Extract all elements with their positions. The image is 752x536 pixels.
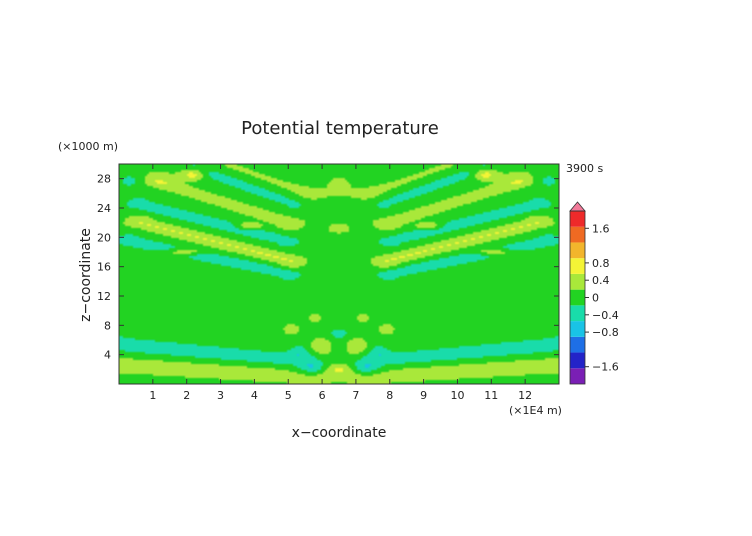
x-tick-label: 7 (352, 389, 359, 402)
colorbar-tick-label: 0.4 (592, 274, 610, 287)
colorbar-segment (570, 289, 585, 306)
y-tick-label: 16 (97, 261, 111, 274)
x-axis-title: x−coordinate (292, 425, 387, 441)
y-tick-label: 4 (104, 349, 111, 362)
x-tick-label: 9 (420, 389, 427, 402)
y-axis-title: z−coordinate (78, 228, 94, 322)
y-tick-label: 24 (97, 202, 111, 215)
x-tick-label: 12 (518, 389, 532, 402)
colorbar-tick-label: 0 (592, 292, 599, 305)
x-tick-label: 8 (386, 389, 393, 402)
colorbar-tick-label: −0.4 (592, 309, 619, 322)
x-tick-label: 11 (484, 389, 498, 402)
x-tick-label: 3 (217, 389, 224, 402)
colorbar-segment (570, 305, 585, 322)
y-axis-ticks: 4 8 12 16 20 24 28 (97, 173, 559, 362)
y-tick-label: 28 (97, 173, 111, 186)
colorbar-segment (570, 273, 585, 290)
x-tick-label: 6 (319, 389, 326, 402)
colorbar-segment (570, 242, 585, 259)
plot-frame (118, 163, 560, 385)
colorbar-extend-arrow (569, 201, 586, 212)
y-tick-label: 8 (104, 319, 111, 332)
heatmap-field (119, 164, 559, 384)
x-tick-label: 4 (251, 389, 258, 402)
colorbar-segment (570, 321, 585, 337)
colorbar-segment (570, 352, 585, 369)
y-unit-label: (×1000 m) (58, 140, 118, 153)
chart-title: Potential temperature (241, 118, 439, 139)
colorbar-segment (570, 336, 585, 353)
x-unit-label: (×1E4 m) (509, 404, 562, 417)
x-tick-label: 1 (149, 389, 156, 402)
y-tick-label: 20 (97, 231, 111, 244)
x-tick-label: 2 (183, 389, 190, 402)
colorbar-segment (570, 368, 585, 384)
colorbar-segment (570, 258, 585, 274)
colorbar-tick-label: 1.6 (592, 222, 610, 235)
colorbar-tick-label: 0.8 (592, 257, 610, 270)
y-tick-label: 12 (97, 290, 111, 303)
colorbar-segment (570, 211, 585, 227)
x-tick-label: 10 (450, 389, 464, 402)
colorbar: 1.6 0.8 0.4 0 −0.4 −0.8 −1.6 (569, 201, 619, 385)
x-axis-ticks: 1 2 3 4 5 6 7 8 9 10 11 12 (149, 164, 532, 402)
colorbar-tick-label: −1.6 (592, 361, 619, 374)
colorbar-tick-label: −0.8 (592, 326, 619, 339)
colorbar-segment (570, 226, 585, 243)
time-label: 3900 s (566, 162, 603, 175)
x-tick-label: 5 (285, 389, 292, 402)
